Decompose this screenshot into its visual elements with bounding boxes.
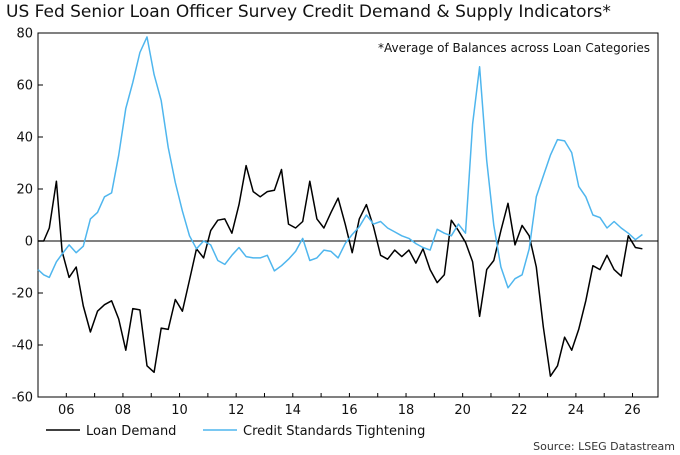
legend: Loan Demand Credit Standards Tightening: [46, 424, 425, 439]
x-tick-label: 12: [228, 403, 245, 418]
x-axis: 06 08 10 12 14 16 18 20 22 24 26: [37, 393, 641, 418]
y-tick-label: 20: [16, 183, 33, 198]
y-tick-label: 0: [25, 235, 33, 250]
y-tick-label: 80: [16, 27, 33, 42]
legend-label-loan-demand: Loan Demand: [86, 424, 176, 439]
x-tick-label: 14: [285, 403, 302, 418]
y-tick-label: 60: [16, 79, 33, 94]
series-line-loan-demand: [38, 164, 643, 377]
x-tick-label: 20: [454, 403, 471, 418]
series-line-credit-standards-tightening: [37, 36, 643, 289]
y-tick-label: -40: [12, 339, 33, 354]
source-note: Source: LSEG Datastream: [533, 440, 675, 453]
y-tick-label: 40: [16, 131, 33, 146]
legend-label-credit-standards: Credit Standards Tightening: [243, 424, 425, 439]
chart-note: *Average of Balances across Loan Categor…: [378, 41, 650, 55]
series-layer: [37, 36, 643, 377]
x-tick-label: 06: [58, 403, 75, 418]
x-tick-label: 10: [171, 403, 188, 418]
x-tick-label: 18: [398, 403, 415, 418]
x-tick-label: 24: [568, 403, 585, 418]
y-tick-label: -60: [12, 391, 33, 406]
y-tick-label: -20: [12, 287, 33, 302]
x-tick-label: 16: [341, 403, 358, 418]
x-tick-label: 08: [115, 403, 132, 418]
chart-title: US Fed Senior Loan Officer Survey Credit…: [6, 2, 611, 22]
y-axis: -60 -40 -20 0 20 40 60 80: [12, 27, 43, 406]
plot-frame: [37, 32, 659, 398]
x-tick-label: 26: [624, 403, 641, 418]
x-tick-label: 22: [511, 403, 528, 418]
